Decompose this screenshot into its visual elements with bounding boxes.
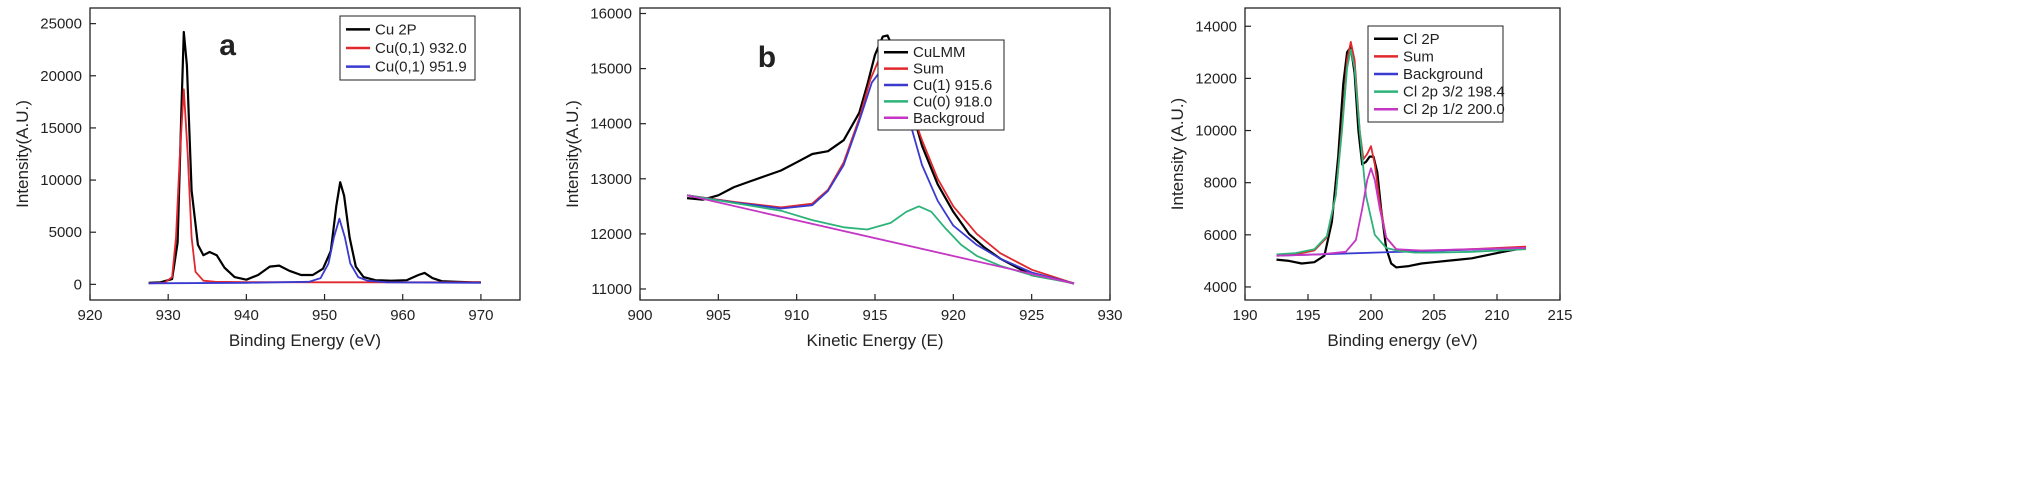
x-tick-label: 215 [1547,307,1572,324]
x-tick-label: 950 [312,307,337,324]
x-axis-label: Binding energy (eV) [1327,331,1477,350]
chart-c: 190 195 200 205 210 215 4000 6000 8000 10000 12000… [1168,7,1573,350]
series-line-1 [148,30,481,284]
legend-label: Cu(1) 915.6 [913,77,992,94]
legend-label: Cu(0,1) 932.0 [375,40,467,57]
y-axis-label: Intensity(A.U.) [563,100,582,208]
series-line-3 [148,217,481,285]
y-tick-label: 14000 [1195,18,1237,35]
legend-label: Backgroud [913,110,985,127]
x-tick-label: 930 [156,307,181,324]
x-tick-label: 940 [234,307,259,324]
x-tick-label: 910 [784,307,809,324]
series-line-2 [148,88,481,285]
y-tick-label: 12000 [590,226,632,243]
y-tick-label: 25000 [40,16,82,33]
x-tick-label: 960 [390,307,415,324]
x-tick-label: 930 [1097,307,1122,324]
y-tick-label: 16000 [590,6,632,23]
series-line-4 [686,194,1075,285]
x-tick-label: 190 [1232,307,1257,324]
y-axis-label: Intensity(A.U.) [13,100,32,208]
y-tick-label: 12000 [1195,70,1237,87]
y-tick-label: 6000 [1204,227,1237,244]
series-line-4 [1276,48,1527,256]
legend-label: Cl 2p 3/2 198.4 [1403,84,1505,101]
x-axis-label: Kinetic Energy (E) [807,331,944,350]
y-axis-label: Intensity (A.U.) [1168,98,1187,210]
plot-frame [89,7,521,301]
x-axis-label: Binding Energy (eV) [229,331,381,350]
y-tick-label: 11000 [591,281,632,298]
y-tick-label: 13000 [590,171,632,188]
x-tick-label: 210 [1484,307,1509,324]
chart-a: 920 930 940 950 960 970 0 5000 10000 15000 20000 25… [13,7,521,350]
x-tick-label: 905 [706,307,731,324]
plot-frame [1244,7,1561,301]
legend-label: Cl 2P [1403,31,1440,48]
x-tick-label: 200 [1358,307,1383,324]
y-tick-label: 15000 [590,61,632,78]
legend-label: Background [1403,66,1483,83]
legend-label: Cu 2P [375,21,417,38]
x-tick-label: 205 [1421,307,1446,324]
legend-label: Sum [1403,48,1434,65]
x-tick-label: 970 [468,307,493,324]
legend-label: Cu(0,1) 951.9 [375,59,467,76]
panel-label: b [758,41,776,74]
series-line-5 [1276,167,1527,257]
x-tick-label: 900 [627,307,652,324]
x-tick-label: 195 [1295,307,1320,324]
y-tick-label: 10000 [1195,123,1237,140]
series-line-5 [686,194,1075,285]
panel-label: a [219,29,236,62]
legend-label: Cu(0) 918.0 [913,93,992,110]
x-tick-label: 920 [941,307,966,324]
chart-b: 900 905 910 915 920 925 930 11000 12000 13000 1400… [563,6,1123,350]
legend-label: Cl 2p 1/2 200.0 [1403,101,1505,118]
plot-frame [639,7,1111,301]
x-tick-label: 915 [862,307,887,324]
y-tick-label: 0 [74,276,82,293]
y-tick-label: 14000 [590,116,632,133]
legend-label: CuLMM [913,44,966,61]
y-tick-label: 8000 [1204,175,1237,192]
legend-label: Sum [913,61,944,78]
x-tick-label: 925 [1019,307,1044,324]
legend: Cu 2P Cu(0,1) 932.0 Cu(0,1) 951.9 [339,15,476,81]
y-tick-label: 20000 [40,68,82,85]
y-tick-label: 5000 [49,224,82,241]
y-tick-label: 15000 [40,120,82,137]
y-tick-label: 4000 [1204,279,1237,296]
y-tick-label: 10000 [40,172,82,189]
x-tick-label: 920 [77,307,102,324]
